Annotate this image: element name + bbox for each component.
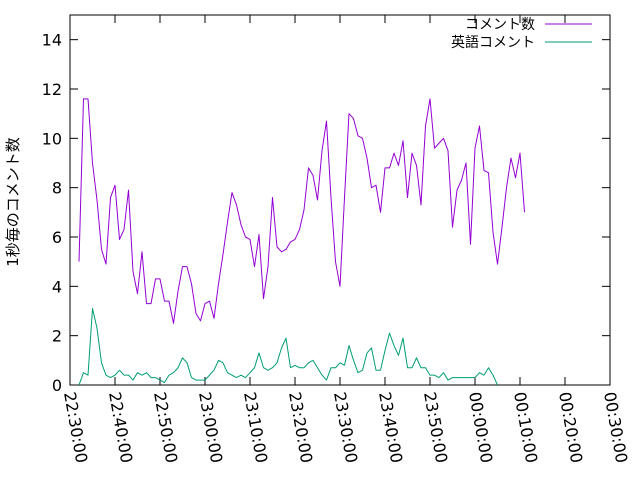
x-tick-label: 00:30:00 — [600, 390, 631, 464]
plot-frame — [69, 14, 611, 386]
y-tick-label: 8 — [52, 179, 62, 198]
legend-label-2: 英語コメント — [451, 34, 535, 51]
x-tick-label: 00:20:00 — [555, 390, 586, 464]
y-axis: 0 2 4 6 8 10 12 14 — [42, 31, 610, 395]
x-tick-label: 23:10:00 — [240, 390, 271, 464]
x-tick-label: 23:50:00 — [420, 390, 451, 464]
y-tick-label: 2 — [52, 327, 62, 346]
y-axis-title: 1秒毎のコメント数 — [4, 137, 22, 267]
series-line-1 — [78, 98, 525, 324]
x-tick-label: 23:00:00 — [195, 390, 226, 464]
x-tick-label: 23:30:00 — [330, 390, 361, 464]
plot-border — [69, 14, 611, 386]
x-tick-label: 22:50:00 — [150, 390, 181, 464]
y-tick-label: 12 — [42, 80, 62, 99]
series-line-2 — [78, 308, 498, 386]
y-tick-label: 4 — [52, 277, 62, 296]
x-axis: 22:30:00 22:40:00 22:50:00 23:00:00 23:10:00… — [60, 15, 631, 464]
y-tick-label: 14 — [42, 31, 62, 50]
y-tick-label: 6 — [52, 228, 62, 247]
x-tick-label: 23:40:00 — [375, 390, 406, 464]
x-tick-label: 22:40:00 — [105, 390, 136, 464]
y-tick-label: 0 — [52, 376, 62, 395]
x-tick-label: 22:30:00 — [60, 390, 91, 464]
legend-label-1: コメント数 — [465, 17, 535, 33]
x-tick-label: 23:20:00 — [285, 390, 316, 464]
x-tick-label: 00:00:00 — [465, 390, 496, 464]
y-tick-label: 10 — [42, 129, 62, 148]
series-group — [78, 98, 525, 386]
x-tick-label: 00:10:00 — [510, 390, 541, 464]
